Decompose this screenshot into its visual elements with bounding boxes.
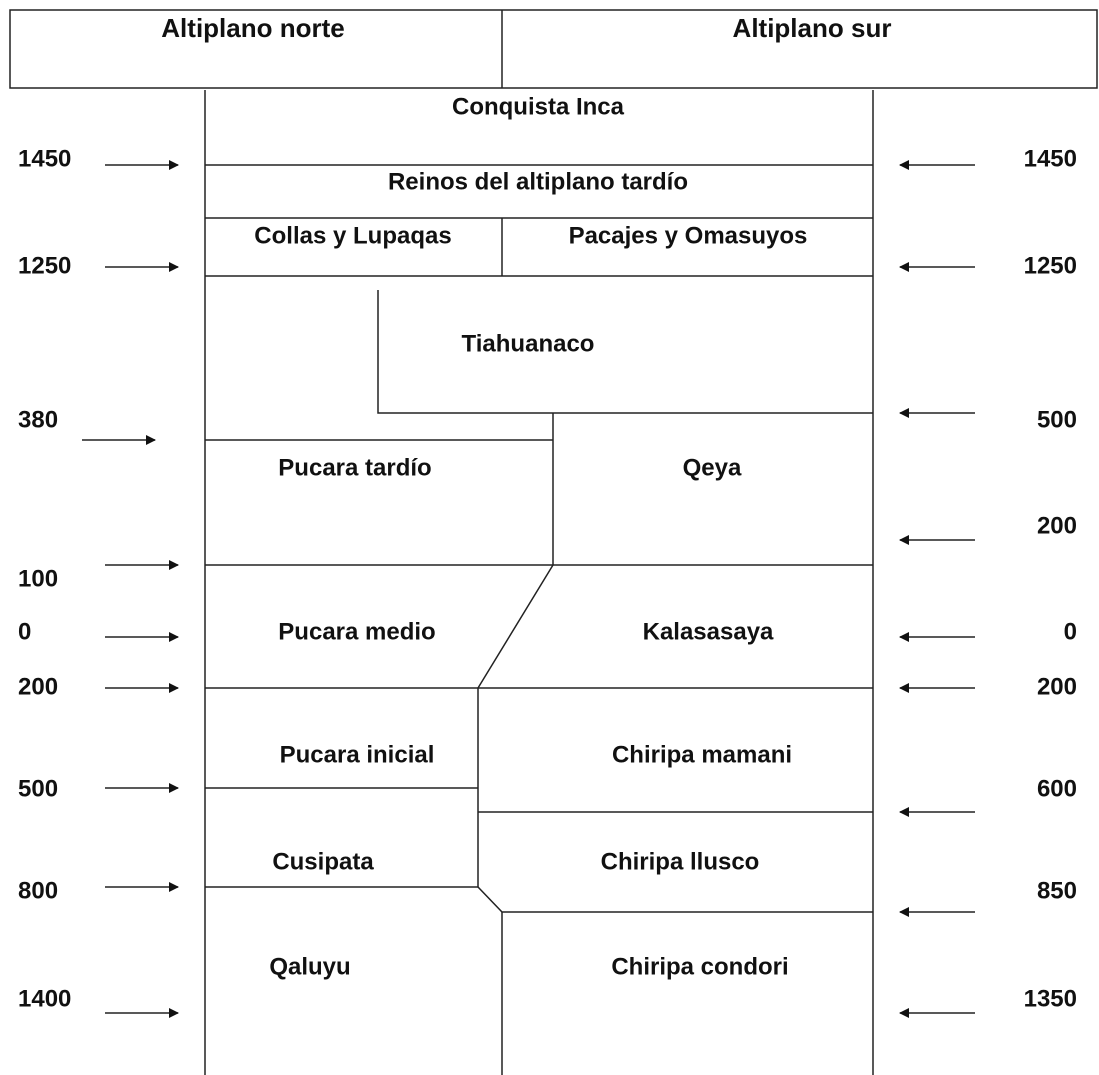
period-label: Chiripa mamani	[612, 741, 792, 768]
period-label: Conquista Inca	[452, 93, 625, 120]
period-label: Collas y Lupaqas	[254, 222, 451, 249]
date-label: 1250	[1024, 252, 1077, 279]
date-label: 500	[18, 775, 58, 802]
period-label: Reinos del altiplano tardío	[388, 168, 688, 195]
date-label: 500	[1037, 406, 1077, 433]
date-label: 850	[1037, 877, 1077, 904]
column-header: Altiplano norte	[161, 13, 344, 43]
header-box	[9, 9, 1098, 89]
date-label: 1450	[1024, 145, 1077, 172]
period-label: Qeya	[683, 454, 742, 481]
period-label: Chiripa condori	[611, 953, 788, 980]
period-label: Pacajes y Omasuyos	[569, 222, 808, 249]
period-label: Kalasasaya	[643, 618, 774, 645]
column-header: Altiplano sur	[733, 13, 892, 43]
arrows	[82, 160, 975, 1018]
date-label: 1400	[18, 985, 71, 1012]
date-label: 1350	[1024, 985, 1077, 1012]
date-label: 100	[18, 565, 58, 592]
date-label: 200	[1037, 673, 1077, 700]
date-label: 200	[18, 673, 58, 700]
date-label: 380	[18, 406, 58, 433]
date-label: 0	[1064, 618, 1077, 645]
period-label: Cusipata	[272, 848, 374, 875]
period-label: Pucara inicial	[280, 741, 435, 768]
period-label: Pucara medio	[278, 618, 435, 645]
date-label: 600	[1037, 775, 1077, 802]
date-label: 800	[18, 877, 58, 904]
date-label: 0	[18, 618, 31, 645]
date-label: 1450	[18, 145, 71, 172]
date-label: 1250	[18, 252, 71, 279]
table-lines	[204, 90, 874, 1075]
period-label: Chiripa llusco	[601, 848, 760, 875]
period-label: Pucara tardío	[278, 454, 431, 481]
date-label: 200	[1037, 512, 1077, 539]
period-label: Qaluyu	[269, 953, 350, 980]
period-label: Tiahuanaco	[462, 330, 595, 357]
